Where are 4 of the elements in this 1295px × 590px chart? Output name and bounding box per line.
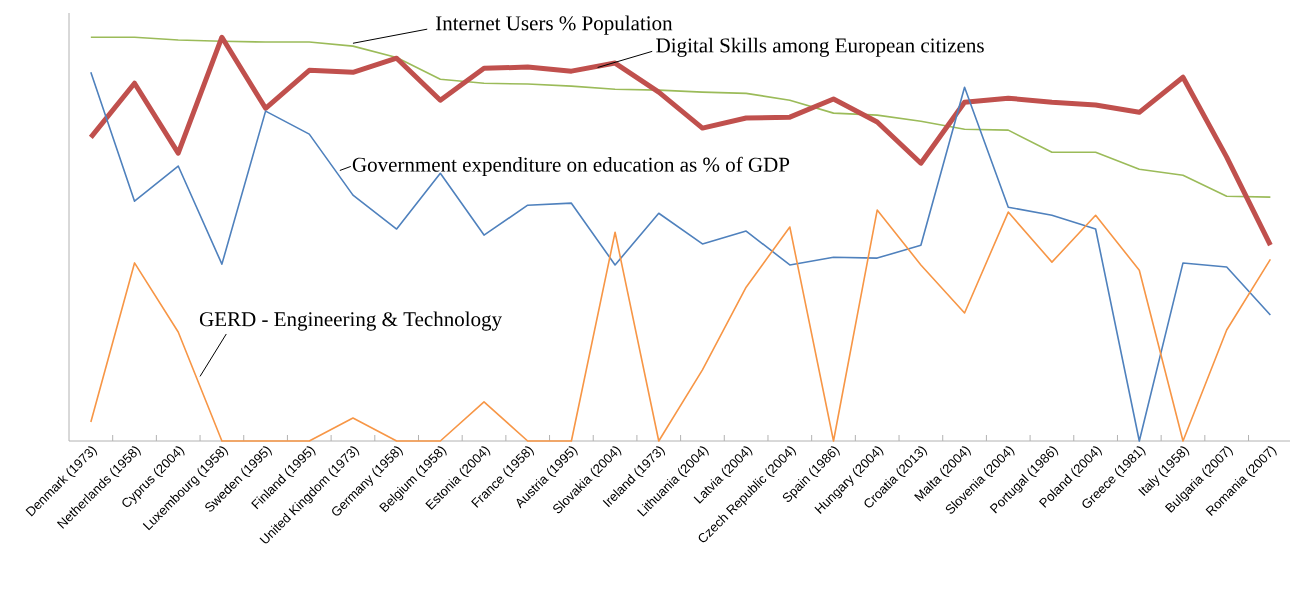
- series-label: GERD - Engineering & Technology: [199, 311, 502, 331]
- series-label: Government expenditure on education as % of GDP: [352, 156, 790, 177]
- series-label: Internet Users % Population: [435, 15, 673, 35]
- series-label: Digital Skills among European citizens: [656, 37, 984, 57]
